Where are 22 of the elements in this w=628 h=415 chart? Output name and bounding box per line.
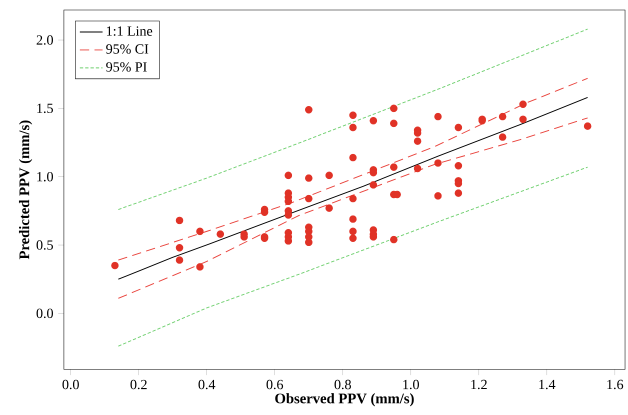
x-tick-label: 0.6 [266, 380, 284, 390]
y-tick-label: 1.5 [37, 103, 53, 113]
y-tick-label: 0.5 [36, 240, 53, 250]
x-tick-label: 1.0 [403, 380, 419, 390]
x-axis-title: Observed PPV (mm/s) [275, 392, 414, 406]
legend-label: 95% CI [106, 44, 148, 54]
x-tick-label: 0.0 [62, 380, 79, 390]
legend-label: 95% PI [106, 62, 147, 72]
x-tick-label: 0.8 [334, 380, 351, 390]
x-tick-label: 0.2 [130, 380, 147, 390]
x-tick-label: 1.4 [539, 380, 556, 390]
y-tick-label: 1.0 [37, 172, 53, 182]
line-series [118, 117, 588, 299]
line-series [118, 166, 588, 346]
legend-label: 1:1 Line [106, 26, 152, 36]
line-series [118, 78, 588, 260]
x-tick-label: 1.2 [471, 380, 487, 390]
x-tick-label: 1.6 [607, 380, 624, 390]
y-axis-title: Predicted PPV (mm/s) [18, 120, 32, 260]
x-tick-label: 0.4 [198, 380, 216, 390]
y-tick-label: 0.0 [36, 308, 53, 318]
y-tick-label: 2.0 [36, 35, 53, 45]
